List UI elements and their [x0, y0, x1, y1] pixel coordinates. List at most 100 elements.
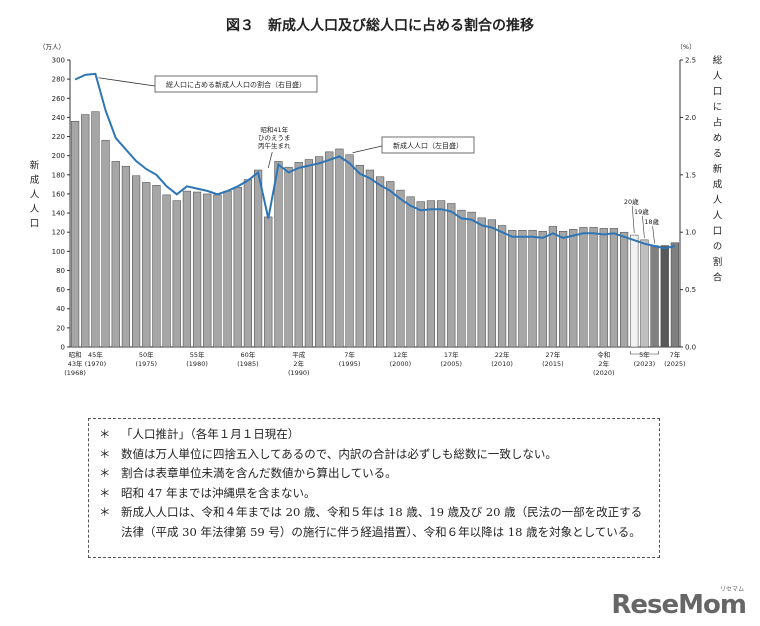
bar: [81, 114, 90, 348]
y-tick-label: 180: [52, 171, 65, 179]
annotation-text: 丙午生まれ: [258, 141, 291, 150]
bar: [630, 234, 639, 348]
bar: [609, 228, 619, 348]
x-tick-label-line: (1968): [64, 369, 86, 377]
annotation: 総人口に占める新成人人口の割合（右目盛）: [98, 75, 318, 93]
x-tick-label-line: 43年: [68, 359, 83, 368]
note: ＊ 「人口推計」（各年１月１日現在）: [99, 425, 649, 445]
note-mark: ＊: [99, 427, 111, 441]
x-tick-label-line: 50年: [139, 350, 154, 359]
bar: [457, 209, 466, 348]
bar: [436, 200, 446, 348]
note-text: 新成人人口は、令和４年までは 20 歳、令和５年は 18 歳、19 歳及び 20…: [121, 505, 643, 539]
y-tick-label: 160: [52, 190, 65, 198]
x-tick-label: 45年(1970): [85, 350, 107, 368]
annotation-text: 18歳: [644, 217, 659, 226]
y2-tick-label: 1.5: [685, 171, 696, 179]
note-text: 数値は万人単位に四捨五入してあるので、内訳の合計は必ずしも総数に一致しない。: [121, 446, 557, 461]
x-tick-label-line: 27年: [546, 350, 561, 359]
x-tick-label-line: (1975): [135, 360, 157, 368]
y-tick-label: 280: [52, 76, 65, 84]
bar: [528, 230, 537, 348]
note-mark: ＊: [99, 446, 111, 461]
bar: [447, 203, 456, 348]
chart-title: 図３ 新成人人口及び総人口に占める割合の推移: [226, 17, 534, 34]
note: ＊ 割合は表章単位未満を含んだ数値から算出している。: [99, 464, 649, 484]
callout-arrow: [98, 77, 156, 87]
bar: [142, 182, 151, 348]
annotation-arrow: [642, 215, 645, 238]
y-tick-label: 40: [56, 305, 65, 313]
y-tick-label: 100: [52, 248, 65, 256]
y-axis-title: 新成人人口: [28, 159, 40, 232]
x-tick-label-line: (2015): [542, 360, 564, 368]
x-tick-label-line: (1985): [237, 360, 259, 368]
bar: [152, 185, 161, 348]
x-tick-label: 昭和 43年(1968): [64, 350, 86, 377]
note: ＊ 新成人人口は、令和４年までは 20 歳、令和５年は 18 歳、19 歳及び 2…: [99, 503, 649, 542]
x-tick-label: 17年(2005): [440, 350, 462, 368]
bar: [396, 189, 405, 348]
annotation-text: 昭和41年: [260, 125, 288, 134]
y-tick-label: 240: [52, 114, 65, 122]
x-tick-label-line: 令和: [597, 350, 610, 359]
bar: [599, 228, 608, 348]
note-mark: ＊: [99, 505, 111, 519]
bar: [253, 169, 263, 348]
bar: [91, 111, 100, 348]
bar: [314, 156, 324, 348]
callout-box: [381, 136, 475, 154]
note-text: 「人口推計」（各年１月１日現在）: [121, 427, 300, 441]
bar: [416, 201, 425, 348]
x-tick-label: 7年(1995): [339, 350, 361, 368]
annotation-text: ひのえうま: [258, 134, 291, 142]
callout-arrow: [352, 145, 383, 154]
bar: [569, 229, 578, 348]
callout-box: [154, 75, 318, 93]
y2-axis-title: 総人口に占める新成人人口の割合: [711, 54, 723, 287]
annotation-arrow: [631, 205, 635, 234]
bar: [335, 148, 344, 348]
x-tick-label-line: 45年: [88, 350, 103, 359]
x-tick-label-line: 17年: [444, 350, 459, 359]
bar: [203, 193, 212, 348]
bar: [640, 239, 649, 348]
x-tick-label: 55年(1980): [186, 350, 208, 368]
bar: [131, 175, 141, 348]
ratio-line: [74, 72, 676, 250]
y-tick-label: 300: [52, 57, 65, 65]
bar: [213, 194, 222, 348]
bar: [589, 227, 598, 348]
bar: [406, 196, 415, 348]
bar: [497, 225, 507, 348]
y2-tick-label: 0.5: [685, 286, 696, 294]
bar: [355, 164, 364, 348]
bracket: [629, 351, 659, 355]
x-tick-label-line: 55年: [190, 350, 205, 359]
note-text: 昭和 47 年までは沖縄県を含まない。: [121, 485, 316, 500]
notes-box: ＊ 「人口推計」（各年１月１日現在） ＊ 数値は万人単位に四捨五入してあるので、内訳の…: [88, 418, 660, 558]
x-tick-label: 50年(1975): [135, 350, 157, 368]
watermark-kana: リセマム: [719, 586, 744, 593]
y-unit: （万人）: [39, 43, 65, 51]
x-tick-label-line: (2005): [440, 360, 462, 368]
x-tick-label-line: (2010): [491, 360, 513, 368]
note-text: 割合は表章単位未満を含んだ数値から算出している。: [121, 466, 397, 480]
bar: [111, 161, 120, 348]
bar: [70, 120, 80, 348]
bar: [660, 245, 669, 348]
x-tick-label-line: 昭和: [69, 350, 82, 359]
bar: [294, 162, 303, 348]
y2-tick-label: 0.0: [685, 344, 696, 352]
bar: [426, 200, 436, 348]
y-tick-label: 220: [52, 133, 65, 141]
watermark-text: ReseMom: [611, 590, 747, 620]
bar: [670, 242, 680, 348]
bar: [558, 230, 568, 348]
x-tick-label: 22年(2010): [491, 350, 513, 368]
y-tick-label: 0: [61, 344, 65, 352]
annotation-text: 19歳: [634, 207, 649, 216]
annotation: 新成人人口（左目盛）: [352, 136, 475, 154]
x-tick-label: 5年(2023): [634, 350, 656, 368]
